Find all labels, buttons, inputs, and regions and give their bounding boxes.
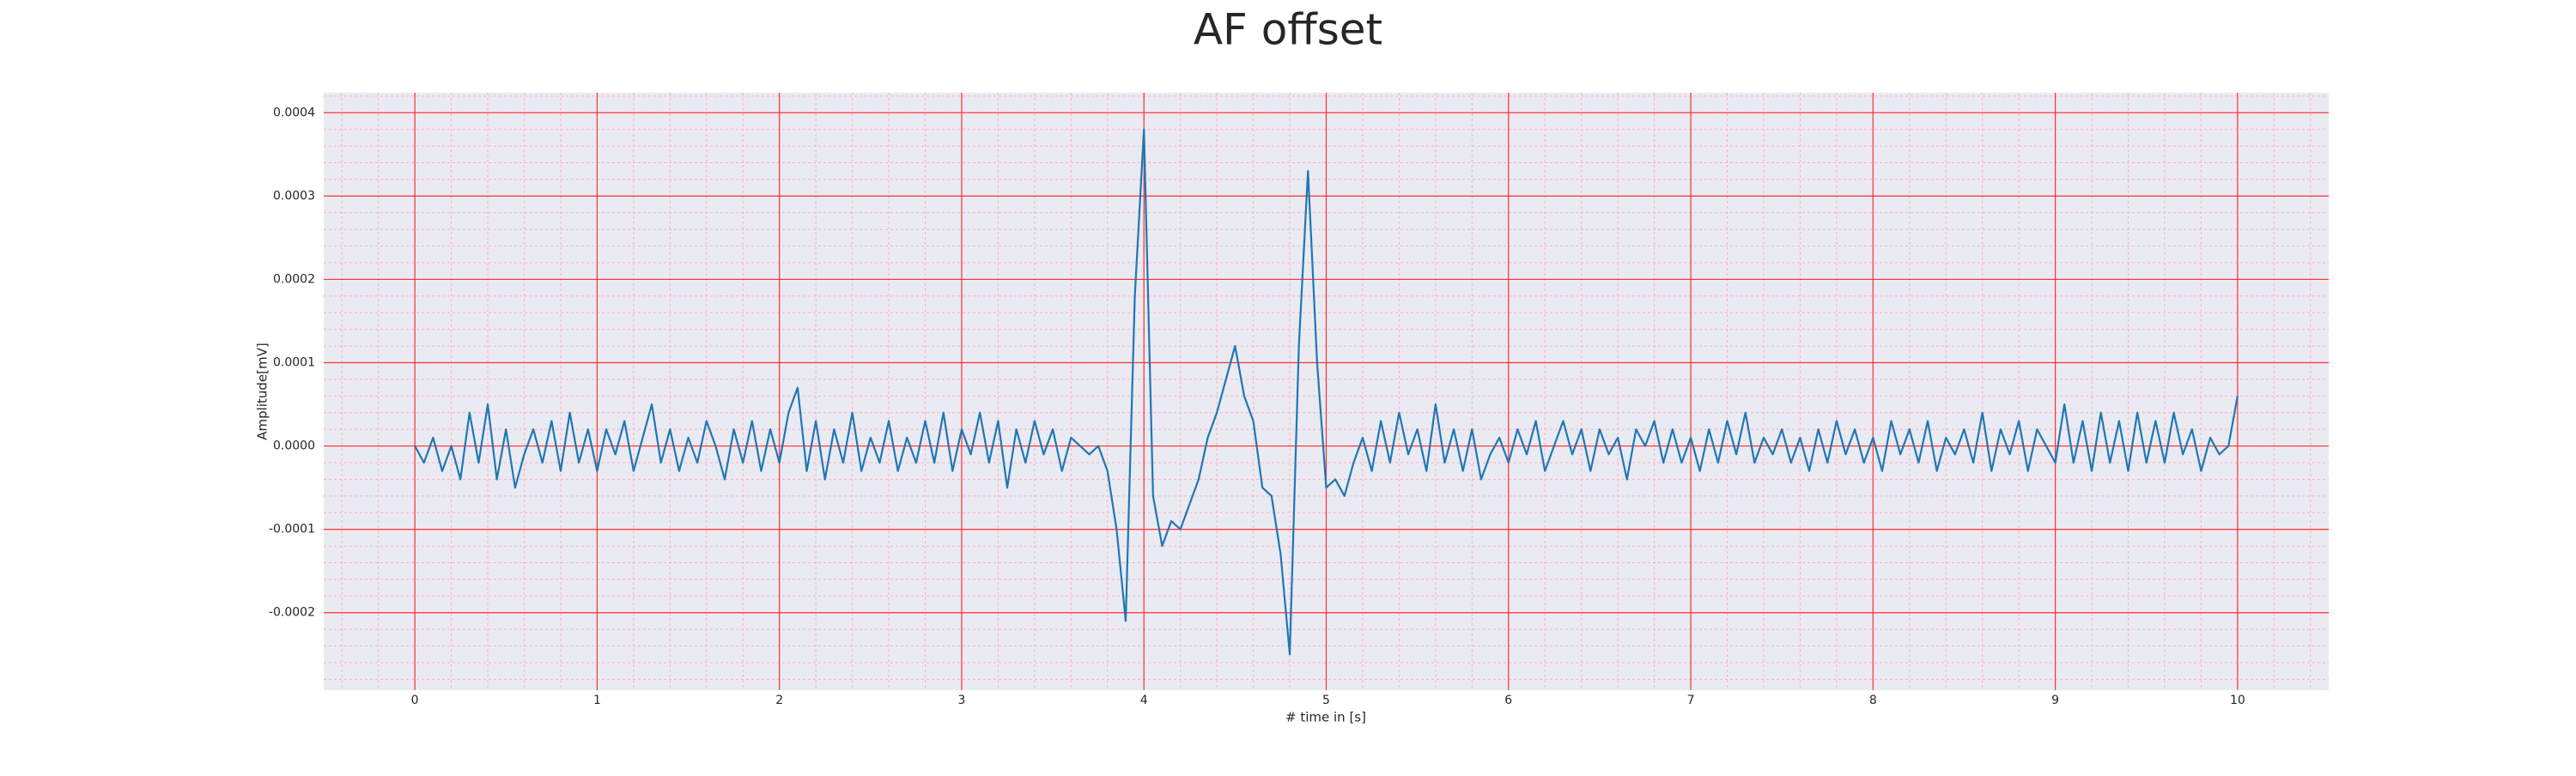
x-axis-label: # time in [s]	[1285, 710, 1366, 725]
x-tick-label: 0	[411, 694, 419, 707]
x-tick-label: 7	[1687, 694, 1695, 707]
y-tick-label: 0.0002	[273, 272, 315, 286]
x-tick-label: 2	[775, 694, 783, 707]
x-tick-label: 10	[2230, 694, 2245, 707]
y-tick-label: 0.0003	[273, 189, 315, 203]
y-tick-label: 0.0000	[273, 440, 315, 453]
y-tick-label: 0.0001	[273, 356, 315, 370]
x-tick-label: 5	[1322, 694, 1330, 707]
x-tick-label: 8	[1869, 694, 1877, 707]
x-tick-label: 6	[1504, 694, 1512, 707]
y-tick-label: 0.0004	[273, 106, 315, 119]
x-tick-label: 1	[593, 694, 601, 707]
y-tick-label: -0.0001	[269, 523, 315, 537]
y-tick-label: -0.0002	[269, 606, 315, 620]
x-tick-label: 3	[957, 694, 965, 707]
x-tick-label: 9	[2051, 694, 2059, 707]
data-line	[414, 128, 2239, 656]
y-axis-label: Amplitude[mV]	[255, 343, 270, 440]
chart-title: AF offset	[1194, 5, 1382, 55]
x-tick-label: 4	[1140, 694, 1148, 707]
